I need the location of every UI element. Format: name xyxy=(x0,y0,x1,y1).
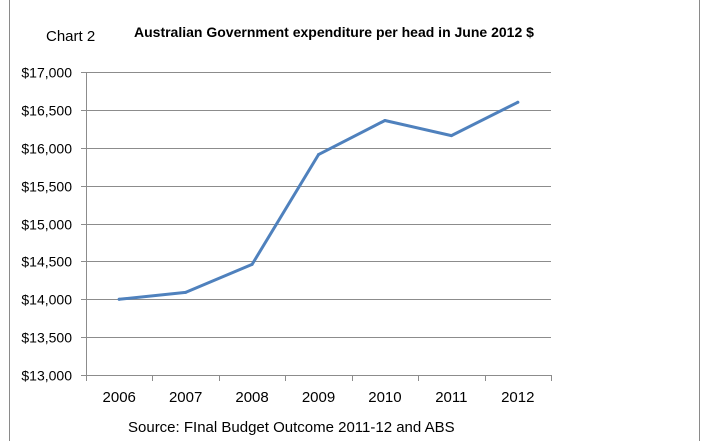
chart-title: Australian Government expenditure per he… xyxy=(134,24,534,40)
y-axis: $13,000 $13,500 $14,000 $14,500 $15,000 $15,5… xyxy=(21,65,87,384)
series-group xyxy=(117,100,520,301)
y-tick-label: $17,000 xyxy=(21,65,72,81)
y-tick-label: $15,000 xyxy=(21,217,72,233)
y-tick-label: $14,000 xyxy=(21,292,72,308)
data-point xyxy=(184,290,188,294)
y-tick-label: $16,000 xyxy=(21,141,72,157)
data-point xyxy=(317,153,320,157)
data-point xyxy=(449,134,453,138)
x-axis: 2006 2007 2008 2009 2010 2011 2012 xyxy=(86,375,552,406)
y-tick-label: $16,500 xyxy=(21,103,72,119)
data-point xyxy=(516,100,520,104)
x-tick-label: 2009 xyxy=(302,389,335,406)
x-tick-label: 2006 xyxy=(103,389,136,406)
data-point xyxy=(117,297,121,301)
x-tick-label: 2008 xyxy=(235,389,268,406)
data-point xyxy=(383,118,387,122)
y-tick-label: $14,500 xyxy=(21,254,72,270)
x-tick-label: 2007 xyxy=(169,389,202,406)
x-tick-label: 2010 xyxy=(368,389,401,406)
y-tick-label: $15,500 xyxy=(21,179,72,195)
x-tick-label: 2012 xyxy=(501,389,534,406)
series-line xyxy=(117,100,520,301)
data-point xyxy=(250,262,254,266)
chart-number-label: Chart 2 xyxy=(46,28,96,45)
gridlines xyxy=(86,72,551,338)
source-note: Source: FInal Budget Outcome 2011-12 and… xyxy=(128,419,455,436)
x-tick-label: 2011 xyxy=(435,389,467,406)
y-tick-label: $13,000 xyxy=(21,368,72,384)
y-tick-label: $13,500 xyxy=(21,330,72,346)
